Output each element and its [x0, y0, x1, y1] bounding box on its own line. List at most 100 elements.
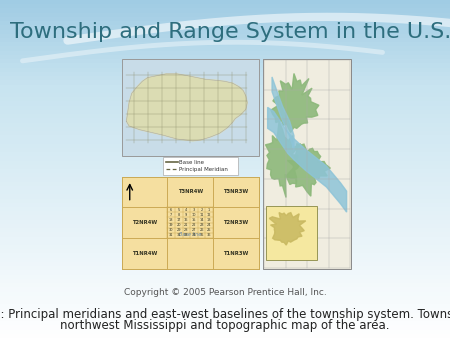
- Bar: [0, 34, 450, 38]
- Bar: [0, 118, 450, 123]
- Bar: [0, 21, 450, 25]
- Text: 23: 23: [199, 223, 204, 227]
- Bar: [0, 131, 450, 135]
- Text: 33: 33: [184, 234, 189, 237]
- Bar: [0, 296, 450, 300]
- Bar: [0, 182, 450, 186]
- Bar: [0, 177, 450, 182]
- Bar: [263, 59, 351, 269]
- Text: 16: 16: [184, 218, 189, 222]
- Text: 8: 8: [178, 213, 180, 217]
- Text: 13: 13: [207, 218, 211, 222]
- Bar: [0, 279, 450, 283]
- Bar: [0, 262, 450, 266]
- Bar: [0, 13, 450, 17]
- Bar: [0, 152, 450, 156]
- Text: 22: 22: [192, 223, 196, 227]
- Bar: [0, 228, 450, 233]
- Text: 11: 11: [199, 213, 204, 217]
- Bar: [0, 198, 450, 203]
- Bar: [0, 283, 450, 287]
- Text: 20: 20: [176, 223, 181, 227]
- Text: 30: 30: [169, 228, 173, 232]
- Bar: [0, 148, 450, 152]
- Bar: [0, 30, 450, 34]
- Bar: [0, 186, 450, 190]
- Text: Principal Meridian: Principal Meridian: [179, 167, 228, 172]
- Bar: [0, 334, 450, 338]
- Bar: [0, 144, 450, 148]
- Bar: [0, 190, 450, 194]
- Text: T1NR4W: T1NR4W: [132, 251, 157, 256]
- Bar: [122, 176, 259, 269]
- Text: 4: 4: [185, 208, 188, 212]
- Text: 29: 29: [176, 228, 181, 232]
- Bar: [0, 38, 450, 42]
- Bar: [0, 0, 450, 4]
- Bar: [266, 206, 317, 260]
- Text: 31: 31: [169, 234, 173, 237]
- Bar: [0, 309, 450, 313]
- Text: 1: 1: [208, 208, 210, 212]
- Bar: [0, 17, 450, 21]
- Bar: [0, 64, 450, 68]
- Polygon shape: [272, 77, 294, 150]
- Bar: [0, 249, 450, 254]
- Bar: [0, 8, 450, 13]
- Bar: [0, 224, 450, 228]
- Bar: [0, 304, 450, 308]
- Polygon shape: [269, 213, 306, 245]
- Text: T2NR4W: T2NR4W: [132, 220, 157, 225]
- Bar: [0, 220, 450, 224]
- Polygon shape: [266, 122, 301, 197]
- Bar: [0, 317, 450, 321]
- Bar: [0, 135, 450, 139]
- Text: 28: 28: [184, 228, 189, 232]
- Bar: [0, 156, 450, 161]
- Text: northwest Mississippi and topographic map of the area.: northwest Mississippi and topographic ma…: [60, 319, 390, 332]
- Text: Base line: Base line: [179, 232, 201, 237]
- Bar: [0, 194, 450, 199]
- Text: Fig. 1-4: Principal meridians and east-west baselines of the township system. To: Fig. 1-4: Principal meridians and east-w…: [0, 308, 450, 321]
- Bar: [0, 245, 450, 249]
- Bar: [0, 80, 450, 84]
- Text: 15: 15: [192, 218, 196, 222]
- Bar: [0, 169, 450, 173]
- Bar: [0, 105, 450, 110]
- Text: T2NR3W: T2NR3W: [223, 220, 248, 225]
- Bar: [0, 203, 450, 207]
- Text: 27: 27: [192, 228, 196, 232]
- Bar: [0, 216, 450, 220]
- Bar: [0, 68, 450, 72]
- Text: T1NR3W: T1NR3W: [223, 251, 248, 256]
- Text: 3: 3: [193, 208, 195, 212]
- Text: 9: 9: [185, 213, 188, 217]
- Text: 14: 14: [199, 218, 204, 222]
- Text: 21: 21: [184, 223, 189, 227]
- Bar: [0, 59, 450, 64]
- Bar: [0, 165, 450, 169]
- Bar: [0, 161, 450, 165]
- Bar: [0, 84, 450, 89]
- Bar: [0, 110, 450, 114]
- Text: 10: 10: [192, 213, 196, 217]
- Bar: [0, 51, 450, 55]
- Bar: [0, 287, 450, 291]
- Bar: [0, 72, 450, 76]
- Bar: [0, 97, 450, 101]
- Bar: [0, 4, 450, 8]
- Bar: [0, 300, 450, 304]
- Bar: [0, 207, 450, 211]
- Bar: [0, 254, 450, 258]
- Text: Township and Range System in the U.S.: Township and Range System in the U.S.: [10, 22, 450, 42]
- Bar: [0, 291, 450, 296]
- Bar: [0, 266, 450, 270]
- Text: T3NR4W: T3NR4W: [178, 189, 202, 194]
- Bar: [0, 274, 450, 279]
- Polygon shape: [126, 74, 247, 141]
- Bar: [0, 321, 450, 325]
- Text: Base line: Base line: [179, 160, 204, 165]
- Text: 25: 25: [207, 228, 211, 232]
- Text: 6: 6: [170, 208, 172, 212]
- Text: 26: 26: [199, 228, 204, 232]
